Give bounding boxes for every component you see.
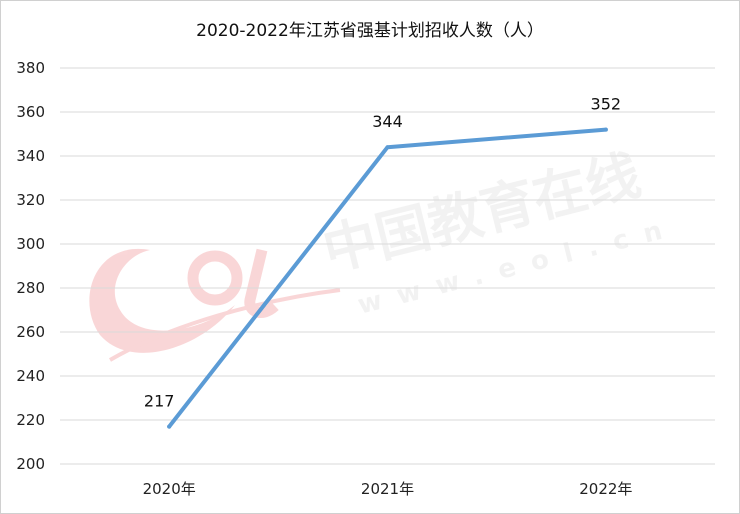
y-tick-label: 340: [16, 147, 45, 165]
data-label: 344: [372, 112, 403, 131]
data-point: [167, 424, 172, 429]
y-tick-label: 240: [16, 367, 45, 385]
y-axis-ticks: 200 220 240 260 280 300 320 340 360 380: [16, 59, 45, 473]
gridlines: [60, 67, 715, 465]
data-point: [385, 145, 390, 150]
y-tick-label: 380: [16, 59, 45, 77]
data-labels: 217 344 352: [144, 95, 621, 411]
x-axis-ticks: 2020年 2021年 2022年: [143, 480, 633, 498]
eol-watermark: 中国教育在线 www.eol.cn: [89, 143, 681, 362]
y-tick-label: 260: [16, 323, 45, 341]
series-layer: [167, 127, 608, 429]
y-tick-label: 300: [16, 235, 45, 253]
y-tick-label: 360: [16, 103, 45, 121]
x-tick-label: 2021年: [361, 480, 414, 498]
y-tick-label: 200: [16, 455, 45, 473]
data-point: [603, 127, 608, 132]
y-tick-label: 280: [16, 279, 45, 297]
y-tick-label: 220: [16, 411, 45, 429]
x-tick-label: 2022年: [579, 480, 632, 498]
x-tick-label: 2020年: [143, 480, 196, 498]
data-label: 217: [144, 392, 175, 411]
data-label: 352: [591, 95, 622, 114]
chart-title: 2020-2022年江苏省强基计划招收人数（人）: [196, 21, 544, 41]
y-tick-label: 320: [16, 191, 45, 209]
